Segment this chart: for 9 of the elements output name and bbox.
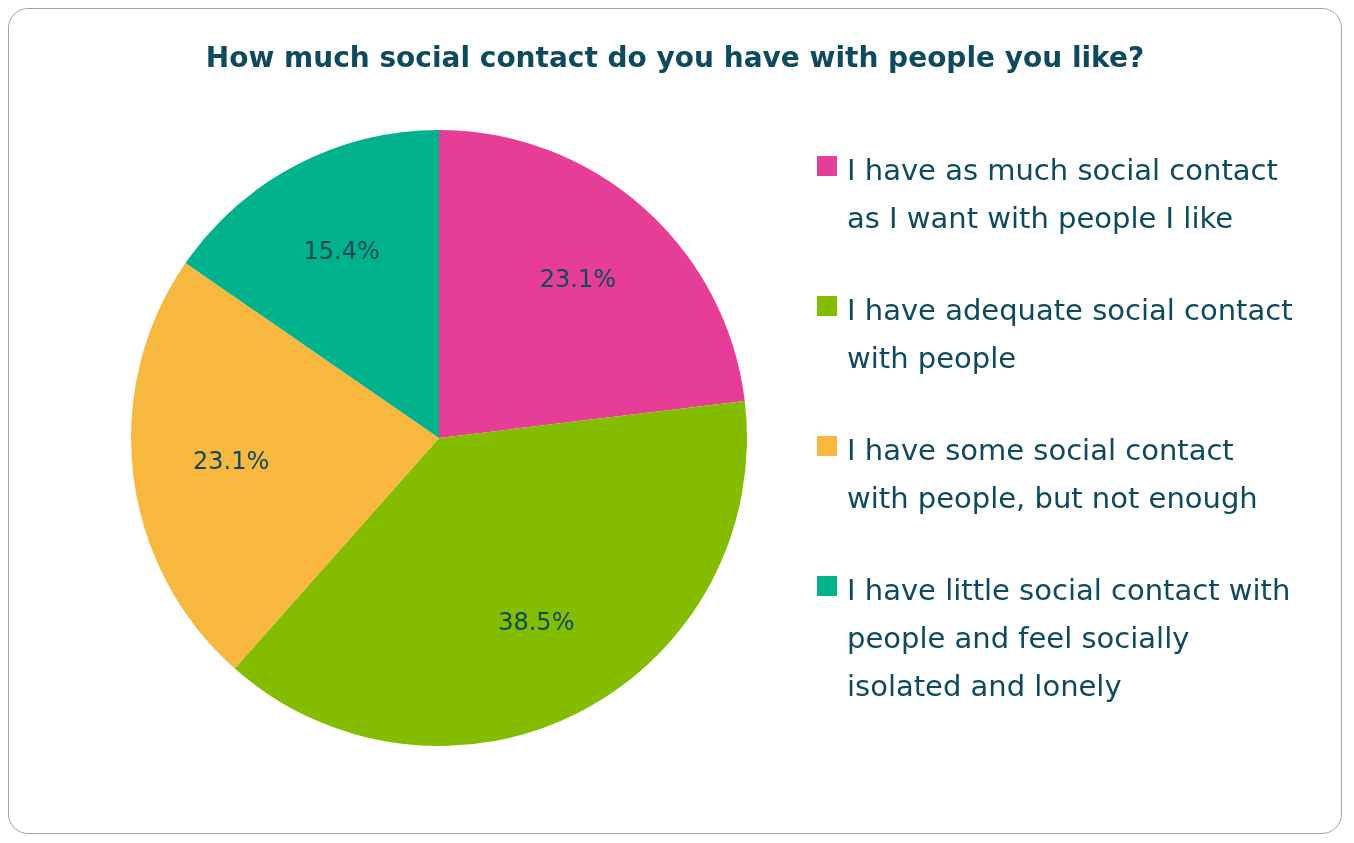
data-label: 38.5% [498, 607, 575, 636]
chart-title: How much social contact do you have with people you like? [204, 41, 1146, 74]
legend-label: I have little social contact with people and feel socially isolated and lonely [847, 572, 1292, 705]
legend-label: I have some social contact with people, but not enough [847, 432, 1259, 517]
legend-label: I have as much social contact as I want with people I like [847, 152, 1279, 237]
data-label: 23.1% [539, 265, 617, 294]
data-label: 15.4% [303, 236, 380, 265]
legend-label: I have adequate social contact with people [847, 292, 1294, 377]
data-label: 23.1% [192, 447, 270, 476]
